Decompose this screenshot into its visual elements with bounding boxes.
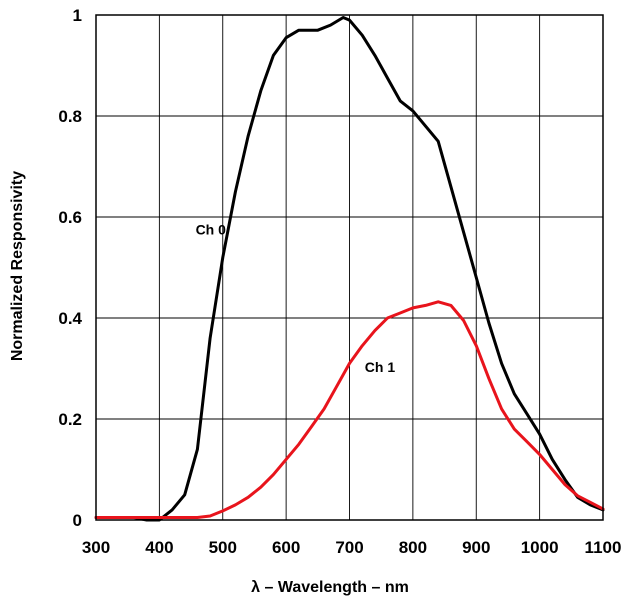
x-tick-label: 600 — [272, 538, 300, 557]
x-tick-labels: 300 400 500 600 700 800 900 1000 1100 — [82, 538, 622, 557]
y-tick-label: 0.6 — [58, 208, 82, 227]
y-tick-labels: 0 0.2 0.4 0.6 0.8 1 — [58, 6, 82, 530]
x-tick-label: 700 — [335, 538, 363, 557]
series-label-ch-1: Ch 1 — [365, 359, 396, 375]
x-tick-label: 1000 — [521, 538, 559, 557]
series-annotations: Ch 0 Ch 1 — [196, 222, 396, 375]
x-tick-label: 300 — [82, 538, 110, 557]
plot-frame — [95, 14, 604, 521]
grid — [96, 15, 603, 520]
x-tick-label: 1100 — [585, 538, 622, 557]
plot-lines — [94, 16, 605, 522]
y-tick-label: 0.8 — [58, 107, 82, 126]
x-tick-label: 900 — [462, 538, 490, 557]
y-tick-label: 0 — [73, 511, 82, 530]
x-tick-label: 500 — [209, 538, 237, 557]
series-line-ch-0 — [94, 16, 605, 522]
y-tick-label: 1 — [73, 6, 82, 25]
y-tick-label: 0.2 — [58, 410, 82, 429]
y-axis-title: Normalized Responsivity — [9, 171, 26, 361]
x-tick-label: 800 — [399, 538, 427, 557]
series-line-ch-1 — [94, 300, 605, 519]
x-axis-title: λ – Wavelength – nm — [251, 579, 409, 596]
x-tick-label: 400 — [145, 538, 173, 557]
y-tick-label: 0.4 — [58, 309, 82, 328]
series-label-ch-0: Ch 0 — [196, 222, 227, 238]
